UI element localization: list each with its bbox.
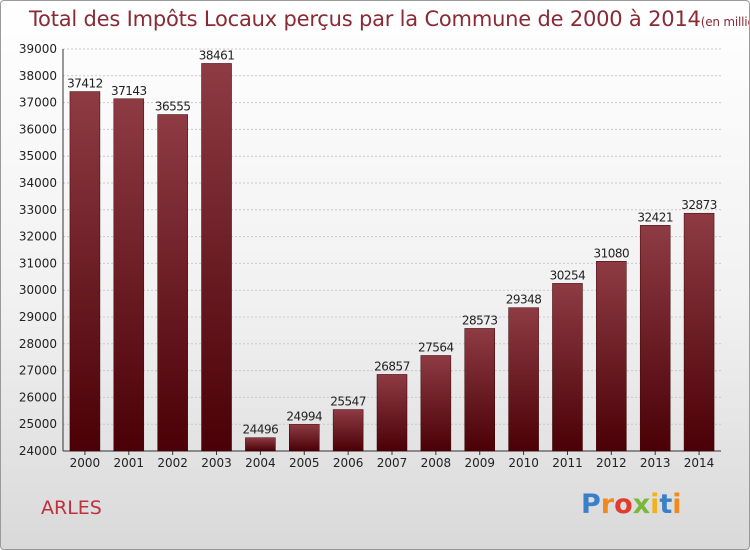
x-tick-label-2004: 2004 <box>245 456 276 470</box>
x-tick-label-2005: 2005 <box>289 456 320 470</box>
y-tick-label: 34000 <box>19 176 57 190</box>
bar-2011 <box>552 283 583 452</box>
x-tick-label-2013: 2013 <box>640 456 671 470</box>
bar-2008 <box>420 355 452 452</box>
x-tick-label-2014: 2014 <box>684 456 715 470</box>
y-tick-label: 30000 <box>19 283 57 297</box>
y-tick-label: 27000 <box>19 364 57 378</box>
data-label-2001: 37143 <box>111 84 147 98</box>
commune-name: ARLES <box>41 497 102 519</box>
data-label-2008: 27564 <box>418 340 454 354</box>
bar-2005 <box>289 424 320 452</box>
chart-title: Total des Impôts Locaux perçus par la Co… <box>29 7 749 31</box>
data-label-2004: 24496 <box>243 423 279 437</box>
bar-2003 <box>201 63 232 452</box>
data-label-2002: 36555 <box>155 100 191 114</box>
x-tick-label-2003: 2003 <box>201 456 232 470</box>
x-tick-label-2011: 2011 <box>552 456 583 470</box>
data-label-2006: 25547 <box>330 395 366 409</box>
bar-2014 <box>683 212 715 452</box>
y-tick-label: 26000 <box>19 390 57 404</box>
bar-2012 <box>596 261 627 452</box>
bar-2010 <box>508 307 539 452</box>
y-tick-label: 36000 <box>19 122 57 136</box>
bar-2013 <box>639 225 671 452</box>
x-tick-label-2006: 2006 <box>333 456 364 470</box>
data-label-2007: 26857 <box>374 359 410 373</box>
y-tick-label: 25000 <box>19 417 57 431</box>
x-tick-label-2009: 2009 <box>464 456 495 470</box>
y-tick-label: 33000 <box>19 203 57 217</box>
proxiti-logo: Proxiti <box>581 489 682 520</box>
data-label-2003: 38461 <box>199 48 235 62</box>
bar-2006 <box>332 409 364 452</box>
y-tick-label: 38000 <box>19 69 57 83</box>
bar-2002 <box>157 114 188 452</box>
unit-note: (en milliers d'€) <box>700 15 749 29</box>
y-tick-label: 29000 <box>19 310 57 324</box>
data-label-2011: 30254 <box>550 268 586 282</box>
x-tick-label-2010: 2010 <box>508 456 539 470</box>
x-tick-label-2000: 2000 <box>70 456 101 470</box>
x-tick-label-2002: 2002 <box>157 456 188 470</box>
data-labels: 37412 37143 36555 38461 24496 24994 25547 26857… <box>67 48 717 436</box>
data-label-2010: 29348 <box>506 293 542 307</box>
bar-2009 <box>464 328 495 452</box>
y-tick-label: 24000 <box>19 444 57 458</box>
data-label-2005: 24994 <box>286 409 322 423</box>
data-label-2012: 31080 <box>593 246 629 260</box>
data-label-2014: 32873 <box>681 198 717 212</box>
x-tick-label-2012: 2012 <box>596 456 627 470</box>
bar-2007 <box>376 374 408 452</box>
title-text: Total des Impôts Locaux perçus par la Co… <box>29 7 701 31</box>
data-label-2009: 28573 <box>462 313 498 327</box>
axes: 24000 25000 26000 27000 28000 29000 30000 31000… <box>19 42 721 470</box>
bar-2000 <box>69 91 101 452</box>
x-tick-label-2001: 2001 <box>114 456 145 470</box>
bar-2004 <box>245 437 276 452</box>
y-tick-label: 32000 <box>19 230 57 244</box>
bars <box>69 63 715 452</box>
data-label-2013: 32421 <box>637 210 673 224</box>
y-tick-label: 37000 <box>19 96 57 110</box>
y-tick-label: 35000 <box>19 149 57 163</box>
bar-2001 <box>113 98 145 452</box>
y-tick-label: 28000 <box>19 337 57 351</box>
x-tick-label-2008: 2008 <box>421 456 452 470</box>
y-tick-label: 39000 <box>19 42 57 56</box>
y-tick-label: 31000 <box>19 256 57 270</box>
x-tick-label-2007: 2007 <box>377 456 408 470</box>
data-label-2000: 37412 <box>67 77 103 91</box>
